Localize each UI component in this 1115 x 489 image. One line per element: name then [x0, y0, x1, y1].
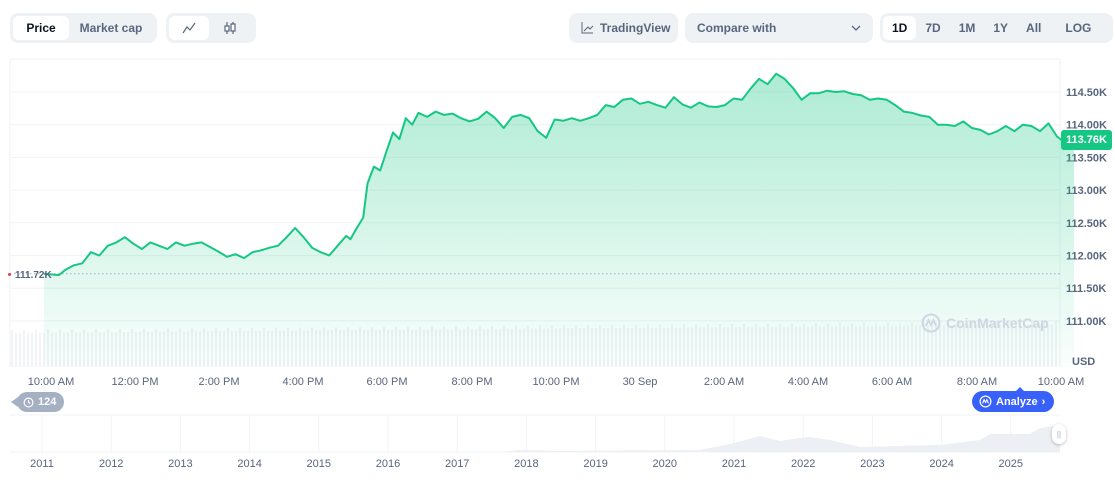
svg-text:112.50K: 112.50K	[1066, 218, 1107, 230]
price-chart-svg: 111.00K 111.50K 112.00K 112.50K 113.00K 113.5…	[9, 58, 1107, 388]
navigator-handle[interactable]: ||	[1052, 424, 1066, 444]
history-badge[interactable]: 124	[10, 392, 65, 412]
svg-text:2017: 2017	[445, 458, 469, 470]
ai-analyze-icon	[979, 395, 992, 408]
svg-text:2011: 2011	[30, 458, 54, 470]
chevron-right-icon: ›	[1041, 395, 1046, 408]
line-chart-icon	[182, 22, 196, 34]
tradingview-label: TradingView	[600, 21, 671, 35]
history-count: 124	[38, 396, 57, 408]
tradingview-button[interactable]: TradingView	[569, 13, 678, 43]
range-navigator[interactable]: 2011 2012 2013 2014 2015 2016 2017 2018 2019 2020…	[0, 414, 1115, 484]
svg-text:8:00 AM: 8:00 AM	[957, 376, 997, 388]
candlestick-button[interactable]	[209, 16, 251, 40]
navigator-svg: 2011 2012 2013 2014 2015 2016 2017 2018 2019 2020…	[10, 414, 1060, 470]
candlestick-icon	[224, 22, 236, 34]
svg-text:2025: 2025	[999, 458, 1023, 470]
svg-text:6:00 PM: 6:00 PM	[367, 376, 408, 388]
timeframe-1y[interactable]: 1Y	[993, 21, 1009, 35]
timeframe-1m[interactable]: 1M	[958, 21, 976, 35]
view-toggle: Price Market cap	[10, 13, 157, 43]
svg-text:112.00K: 112.00K	[1066, 251, 1107, 263]
line-chart-button[interactable]	[169, 16, 209, 40]
more-options-button[interactable]: ···	[1106, 16, 1115, 40]
analyze-label: Analyze	[996, 395, 1038, 408]
svg-text:12:00 PM: 12:00 PM	[111, 376, 158, 388]
chevron-down-icon	[851, 25, 861, 31]
trading-chart-icon	[581, 22, 594, 34]
svg-text:113.00K: 113.00K	[1066, 185, 1107, 197]
svg-text:111.50K: 111.50K	[1066, 283, 1106, 295]
timeframe-1d[interactable]: 1D	[883, 16, 917, 40]
svg-text:111.00K: 111.00K	[1066, 316, 1106, 328]
svg-text:2013: 2013	[168, 458, 192, 470]
svg-text:4:00 AM: 4:00 AM	[788, 376, 828, 388]
svg-text:2022: 2022	[791, 458, 815, 470]
open-price-label: 111.72K	[15, 270, 52, 281]
svg-text:114.00K: 114.00K	[1066, 120, 1107, 132]
svg-text:2:00 PM: 2:00 PM	[199, 376, 240, 388]
chart-type-toggle	[166, 13, 256, 43]
current-price-tag: 113.76K	[1061, 130, 1112, 150]
svg-text:10:00 PM: 10:00 PM	[532, 376, 579, 388]
price-chart[interactable]: 111.00K 111.50K 112.00K 112.50K 113.00K 113.5…	[0, 58, 1115, 388]
svg-text:2:00 AM: 2:00 AM	[704, 376, 744, 388]
svg-text:2018: 2018	[514, 458, 538, 470]
watermark-text: CoinMarketCap	[946, 315, 1049, 331]
currency-label: USD	[1072, 356, 1096, 368]
svg-text:2023: 2023	[860, 458, 884, 470]
timeframe-selector: 1D 7D 1M 1Y All LOG ···	[880, 13, 1113, 43]
svg-text:6:00 AM: 6:00 AM	[872, 376, 912, 388]
svg-text:30 Sep: 30 Sep	[623, 376, 658, 388]
svg-text:2016: 2016	[376, 458, 400, 470]
history-clock-icon	[23, 397, 34, 407]
svg-text:114.50K: 114.50K	[1066, 87, 1107, 99]
svg-text:2012: 2012	[99, 458, 123, 470]
coinmarketcap-watermark: CoinMarketCap	[921, 313, 1049, 333]
svg-text:2014: 2014	[237, 458, 261, 470]
svg-text:10:00 AM: 10:00 AM	[1038, 376, 1084, 388]
compare-with-dropdown[interactable]: Compare with	[685, 13, 873, 43]
svg-text:10:00 AM: 10:00 AM	[28, 376, 74, 388]
open-price-marker	[8, 273, 11, 276]
compare-label: Compare with	[697, 21, 777, 35]
svg-text:2021: 2021	[722, 458, 746, 470]
tab-price[interactable]: Price	[13, 16, 69, 40]
log-scale-button[interactable]: LOG	[1065, 21, 1092, 35]
svg-text:8:00 PM: 8:00 PM	[452, 376, 493, 388]
timeframe-7d[interactable]: 7D	[925, 21, 941, 35]
svg-text:2015: 2015	[307, 458, 331, 470]
svg-text:113.50K: 113.50K	[1066, 152, 1107, 164]
svg-text:2024: 2024	[929, 458, 953, 470]
tab-market-cap[interactable]: Market cap	[79, 21, 143, 35]
svg-text:2020: 2020	[653, 458, 677, 470]
chart-toolbar: Price Market cap TradingView Compare wit…	[0, 13, 1115, 43]
svg-text:4:00 PM: 4:00 PM	[283, 376, 324, 388]
svg-text:2019: 2019	[583, 458, 607, 470]
timeframe-all[interactable]: All	[1026, 21, 1042, 35]
analyze-button[interactable]: Analyze ›	[972, 387, 1055, 412]
coinmarketcap-logo-icon	[921, 313, 941, 333]
